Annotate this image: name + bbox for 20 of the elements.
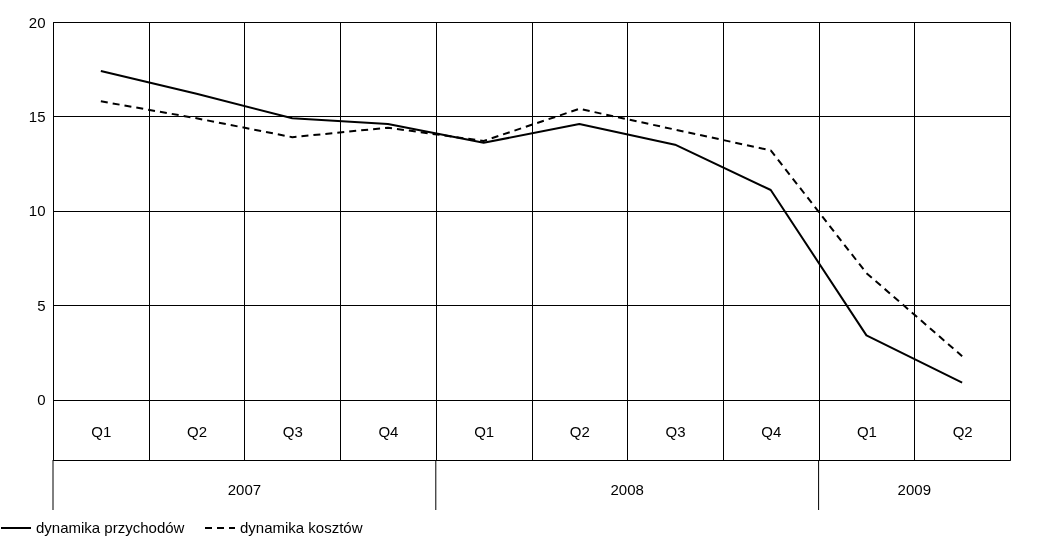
text: 2009 [897,481,931,498]
x-tick-label: Q1 [474,422,495,440]
x-tick-label: Q1 [91,422,112,440]
x-tick-label: Q4 [761,422,782,440]
x-tick-label: Q3 [665,422,686,440]
x-tick-label: Q1 [856,422,877,440]
text: 2008 [610,481,644,498]
text: 2007 [227,481,262,498]
x-tick-label: Q2 [569,422,590,440]
x-tick-label: Q4 [378,422,399,440]
legend-label: dynamika kosztów [240,519,363,536]
x-tick-label: Q3 [282,422,303,440]
y-tick-label: 0 [37,391,46,409]
y-tick-label: 5 [37,296,46,314]
legend-label: dynamika przychodów [36,519,185,536]
y-tick-label: 20 [28,13,46,31]
x-tick-label: Q2 [187,422,208,440]
y-tick-label: 15 [28,107,46,125]
x-tick-label: Q2 [952,422,973,440]
y-tick-label: 10 [28,202,46,220]
